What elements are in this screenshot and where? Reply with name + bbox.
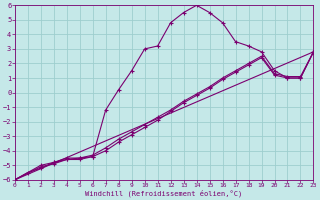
X-axis label: Windchill (Refroidissement éolien,°C): Windchill (Refroidissement éolien,°C) — [85, 190, 243, 197]
